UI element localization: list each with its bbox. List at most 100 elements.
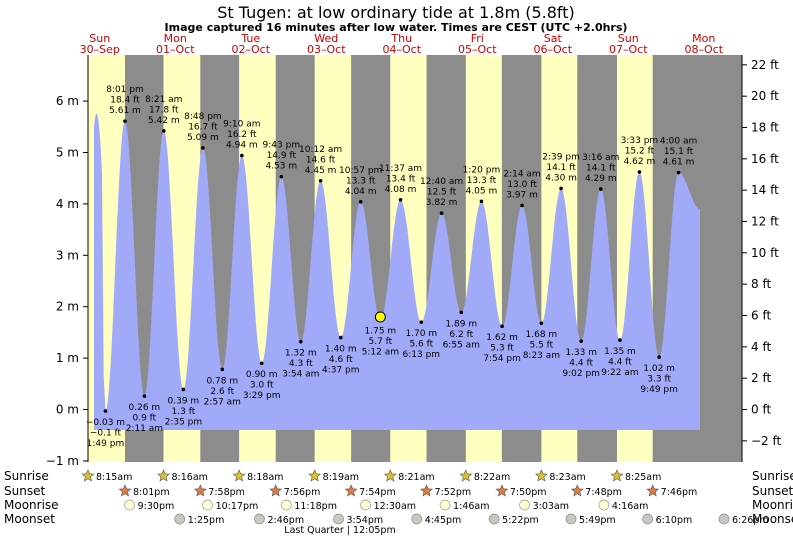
sunset-time: 7:54pm xyxy=(359,487,396,498)
low-tide-height-ft: 1.3 ft xyxy=(172,407,196,417)
high-tide-height-ft: 17.8 ft xyxy=(149,105,179,115)
high-tide-height-m: 4.05 m xyxy=(466,186,498,196)
y-tick-label-m: −1 m xyxy=(46,454,79,468)
y-tick-label-m: 3 m xyxy=(56,248,79,262)
high-tide-point xyxy=(161,129,166,133)
low-tide-height-ft: 5.5 ft xyxy=(530,341,554,351)
high-tide-time: 2:39 pm xyxy=(542,152,580,162)
low-tide-height-ft: 6.2 ft xyxy=(449,330,473,340)
high-tide-time: 10:57 pm xyxy=(339,166,382,176)
day-name-label: Thu xyxy=(390,32,412,45)
low-tide-time: 6:13 pm xyxy=(403,350,441,360)
low-tide-point xyxy=(338,335,343,340)
y-tick-label-ft: 2 ft xyxy=(751,371,771,385)
low-tide-point xyxy=(618,338,622,342)
high-tide-time: 2:14 am xyxy=(503,169,540,179)
sunrise-icon xyxy=(459,469,473,482)
high-tide-height-m: 3.97 m xyxy=(506,190,538,200)
moonrise-icon xyxy=(124,499,135,511)
high-tide-point xyxy=(318,178,323,183)
high-tide-time: 10:12 am xyxy=(299,145,342,155)
high-tide-height-ft: 16.7 ft xyxy=(188,122,218,132)
tide-area xyxy=(94,113,700,431)
moonset-time: 3:54pm xyxy=(347,515,384,526)
low-tide-point xyxy=(459,310,464,315)
chart-title: St Tugen: at low ordinary tide at 1.8m (… xyxy=(217,3,575,22)
sunrise-time: 8:16am xyxy=(172,472,208,483)
y-tick-label-m: 1 m xyxy=(56,351,79,365)
moonrise-time: 10:17pm xyxy=(216,501,259,512)
high-tide-height-ft: 14.1 ft xyxy=(586,163,616,173)
moonset-time: 6:10pm xyxy=(656,515,693,526)
low-tide-height-ft: 5.6 ft xyxy=(409,340,433,350)
current-tide-marker xyxy=(374,311,386,323)
y-tick-label-ft: 14 ft xyxy=(751,183,779,197)
moonrise-icon xyxy=(280,499,292,511)
low-tide-point xyxy=(220,367,225,372)
day-name-label: Fri xyxy=(471,32,484,45)
high-tide-height-ft: 12.5 ft xyxy=(427,188,457,198)
low-tide-height-ft: 3.3 ft xyxy=(647,375,671,385)
chart-subtitle: Image captured 16 minutes after low wate… xyxy=(165,21,628,34)
day-date-label: 04–Oct xyxy=(382,43,421,56)
day-name-label: Sun xyxy=(618,32,639,45)
sunset-icon xyxy=(646,484,660,497)
high-tide-height-m: 5.09 m xyxy=(187,133,219,143)
low-tide-height-ft: 3.0 ft xyxy=(250,381,274,391)
moonset-icon xyxy=(411,513,423,525)
sunrise-row-label-left: Sunrise xyxy=(4,469,49,483)
moonset-icon xyxy=(488,513,500,525)
sunset-icon xyxy=(193,484,207,497)
sunrise-icon xyxy=(81,469,95,482)
day-date-label: 08–Oct xyxy=(684,43,723,56)
sunrise-time: 8:23am xyxy=(549,472,585,483)
sunrise-time: 8:21am xyxy=(398,472,434,483)
low-tide-height-ft: 0.9 ft xyxy=(133,414,157,424)
sunset-icon xyxy=(269,484,283,497)
moonset-row-label-right: Moonset xyxy=(752,512,793,526)
sunset-icon xyxy=(495,484,509,497)
day-date-label: 05–Oct xyxy=(458,43,497,56)
low-tide-point xyxy=(579,339,583,343)
moonset-icon xyxy=(254,513,265,525)
high-tide-height-m: 4.30 m xyxy=(545,173,577,183)
high-tide-point xyxy=(279,174,284,179)
high-tide-time: 4:00 am xyxy=(660,137,697,147)
high-tide-time: 8:01 pm xyxy=(106,85,144,95)
day-date-label: 01–Oct xyxy=(156,43,195,56)
moonrise-icon xyxy=(202,499,213,511)
low-tide-height-m: 0.78 m xyxy=(206,376,238,386)
high-tide-height-ft: 18.4 ft xyxy=(110,96,140,106)
low-tide-point xyxy=(298,339,303,344)
low-tide-point xyxy=(657,355,661,359)
y-tick-label-ft: 0 ft xyxy=(751,403,771,417)
moonset-icon xyxy=(718,513,730,525)
moonrise-time: 1:46am xyxy=(453,501,489,512)
y-tick-label-ft: −2 ft xyxy=(751,434,782,448)
low-tide-height-ft: 4.6 ft xyxy=(329,355,353,365)
high-tide-height-ft: 13.0 ft xyxy=(507,180,537,190)
day-labels: Sun30–SepMon01–OctTue02–OctWed03–OctThu0… xyxy=(80,32,724,56)
high-tide-point xyxy=(598,187,603,191)
high-tide-point xyxy=(201,146,205,150)
sunset-time: 7:46pm xyxy=(661,487,698,498)
high-tide-point xyxy=(559,186,563,191)
sunrise-time: 8:22am xyxy=(474,472,510,483)
high-tide-point xyxy=(123,119,127,123)
high-tide-time: 9:10 am xyxy=(223,120,260,130)
low-tide-height-ft: 5.3 ft xyxy=(490,344,514,354)
day-name-label: Sat xyxy=(544,32,563,45)
moonset-icon xyxy=(174,513,186,525)
day-date-label: 06–Oct xyxy=(533,43,572,56)
high-tide-time: 8:48 pm xyxy=(184,112,222,122)
low-tide-height-m: 1.33 m xyxy=(565,348,597,358)
sunrise-icon xyxy=(308,469,322,482)
sunrise-time: 8:18am xyxy=(247,472,283,483)
high-tide-height-m: 4.53 m xyxy=(265,162,297,172)
moonrise-icon xyxy=(360,499,371,511)
tide-curve xyxy=(94,113,700,431)
low-tide-height-m: 1.68 m xyxy=(526,330,558,340)
axes: −1 m 0 m 1 m 2 m 3 m 4 m 5 m 6 m −2 ft 0 ft 2 ft 4 … xyxy=(46,55,782,468)
y-tick-label-ft: 22 ft xyxy=(751,58,779,72)
